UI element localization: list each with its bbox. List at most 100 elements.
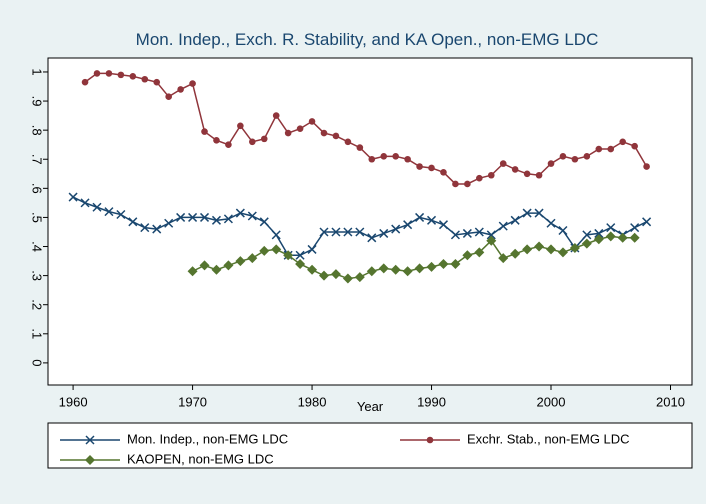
data-point (331, 227, 341, 237)
data-point (535, 171, 543, 179)
data-point (414, 263, 425, 274)
y-tick-label: .1 (30, 328, 45, 339)
data-point (295, 250, 305, 260)
data-point (486, 235, 497, 246)
data-point (510, 215, 520, 225)
data-point (643, 163, 650, 170)
data-point (581, 238, 592, 249)
data-point (141, 75, 149, 83)
data-point (416, 163, 423, 170)
data-point (153, 78, 161, 86)
data-point (129, 73, 137, 80)
data-point (330, 269, 341, 280)
data-point (583, 153, 591, 160)
data-point (211, 264, 222, 275)
data-point (199, 260, 210, 271)
x-tick-label: 1970 (178, 394, 207, 409)
y-tick-label: 1 (30, 68, 45, 75)
data-point (379, 228, 389, 238)
data-point (571, 155, 579, 163)
data-point (642, 217, 652, 227)
plot-area (47, 57, 693, 386)
data-point (450, 258, 461, 269)
data-point (452, 180, 459, 188)
y-tick-label: .7 (30, 154, 45, 165)
data-point (428, 164, 435, 172)
y-tick-label: .4 (30, 241, 45, 252)
legend-label: Exchr. Stab., non-EMG LDC (467, 431, 630, 446)
data-point (450, 230, 460, 240)
data-point (368, 155, 376, 163)
data-point (199, 212, 210, 222)
data-point (631, 142, 638, 150)
data-point (391, 224, 401, 234)
data-point (426, 261, 437, 272)
data-point (93, 70, 101, 77)
data-point (187, 266, 198, 277)
y-tick-label: .6 (30, 183, 45, 194)
data-point (605, 231, 616, 242)
data-point (378, 263, 389, 274)
data-point (390, 264, 401, 275)
data-point (366, 266, 377, 277)
y-tick-label: .3 (30, 270, 45, 281)
x-tick-label: 1960 (59, 394, 88, 409)
data-point (164, 218, 174, 228)
data-point (272, 112, 280, 119)
data-point (249, 138, 256, 146)
data-point (498, 253, 509, 264)
data-point (569, 242, 580, 253)
data-point (354, 272, 365, 283)
data-point (355, 227, 365, 237)
x-tick-label: 2000 (537, 394, 566, 409)
data-point (607, 145, 615, 153)
data-point (546, 218, 556, 228)
data-point (402, 266, 413, 277)
data-point (319, 270, 329, 281)
data-point (440, 169, 447, 176)
y-tick-label: .8 (30, 125, 45, 136)
data-point (247, 253, 258, 264)
data-point (176, 212, 186, 222)
data-point (619, 138, 627, 146)
y-tick-label: 0 (30, 359, 45, 366)
data-point (80, 198, 90, 208)
data-point (283, 250, 294, 261)
x-tick-label: 1980 (298, 394, 327, 409)
data-point (404, 155, 411, 163)
data-point (462, 250, 473, 261)
data-point (223, 260, 234, 271)
data-point (259, 245, 270, 256)
data-point (165, 93, 172, 100)
x-tick-label: 2010 (656, 394, 685, 409)
legend (47, 422, 693, 469)
data-point (595, 145, 603, 153)
data-point (332, 132, 340, 140)
data-point (116, 209, 126, 220)
data-point (342, 273, 353, 284)
data-point (606, 223, 616, 233)
data-point (522, 208, 532, 218)
data-point (189, 80, 196, 87)
data-point (630, 223, 640, 233)
data-point (296, 125, 304, 132)
data-point (235, 208, 245, 218)
data-point (474, 247, 485, 258)
data-point (498, 221, 508, 231)
data-point (201, 128, 208, 135)
data-point (295, 258, 306, 269)
data-point (211, 215, 221, 225)
data-point (438, 258, 449, 269)
data-point (152, 224, 162, 234)
data-point (284, 129, 292, 137)
data-point (271, 230, 281, 240)
data-point (177, 86, 184, 93)
x-axis-title: Year (357, 399, 384, 414)
x-tick-label: 1990 (417, 394, 446, 409)
data-point (247, 211, 257, 221)
data-point (105, 70, 113, 77)
data-point (319, 227, 329, 237)
data-point (213, 137, 220, 144)
data-point (534, 208, 544, 218)
